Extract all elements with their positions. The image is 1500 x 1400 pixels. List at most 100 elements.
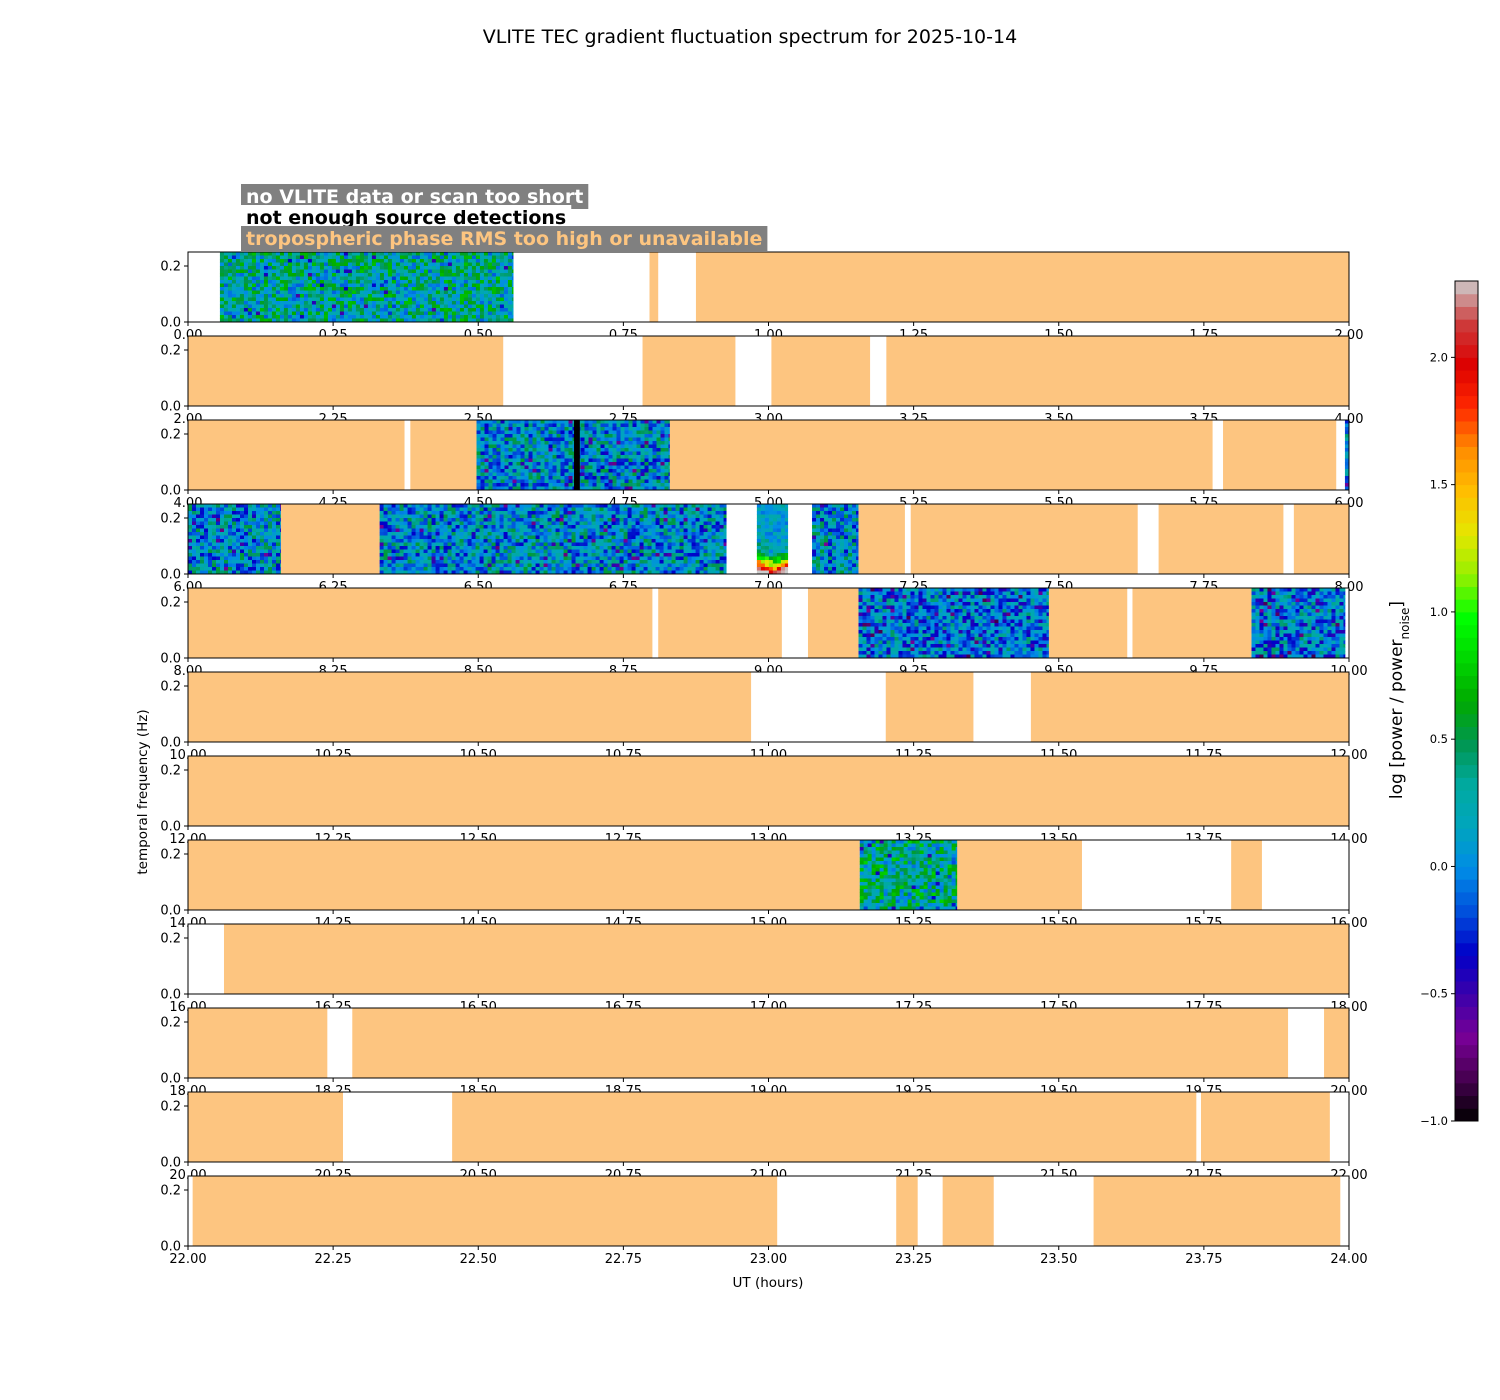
legend-text: tropospheric phase RMS too high or unava… xyxy=(246,228,762,250)
x-tick-label: 23.00 xyxy=(750,1252,787,1267)
tropo-flag-band xyxy=(188,672,752,742)
y-tick-label: 0.0 xyxy=(160,1240,181,1255)
y-tick-label: 0.0 xyxy=(160,820,181,835)
y-tick-label: 0.0 xyxy=(160,316,181,331)
panel-8: 0.00.216.00 16.25 16.50 16.75 17.00 17.25 17.5… xyxy=(160,923,1368,1015)
tropo-flag-band xyxy=(1158,504,1284,574)
colorbar-label-end: ] xyxy=(1387,601,1407,608)
tropo-flag-band xyxy=(695,252,1349,322)
tropo-flag-band xyxy=(1132,588,1252,658)
panel-0: 0.00.20.00 0.25 0.50 0.75 1.00 1.25 1.50 1.75 2.… xyxy=(160,251,1363,343)
x-tick-label: 22.50 xyxy=(460,1252,497,1267)
panel-1: 0.00.22.00 2.25 2.50 2.75 3.00 3.25 3.50 3.75 4.… xyxy=(160,335,1363,427)
colorbar-tick-label: 1.5 xyxy=(1430,478,1448,492)
x-tick-label: 22.25 xyxy=(315,1252,352,1267)
spectrum-block xyxy=(858,588,1050,659)
panel-stack: 0.00.20.00 0.25 0.50 0.75 1.00 1.25 1.50 1.75 2.… xyxy=(160,251,1368,1267)
y-tick-label: 0.0 xyxy=(160,484,181,499)
legend-entry: not enough source detections xyxy=(241,205,572,230)
legend-text: no VLITE data or scan too short xyxy=(246,186,583,208)
y-tick-label: 0.2 xyxy=(160,848,181,863)
tropo-flag-band xyxy=(410,420,477,490)
colorbar-label-main: log [power / power xyxy=(1387,639,1407,799)
y-tick-label: 0.0 xyxy=(160,1156,181,1171)
y-tick-label: 0.0 xyxy=(160,988,181,1003)
tropo-flag-band xyxy=(858,504,905,574)
spectrum-block xyxy=(188,504,282,575)
tropo-flag-band xyxy=(188,336,504,406)
y-tick-label: 0.2 xyxy=(160,932,181,947)
legend-box xyxy=(241,184,589,209)
y-tick-label: 0.2 xyxy=(160,1100,181,1115)
y-tick-label: 0.2 xyxy=(160,1016,181,1031)
y-tick-label: 0.2 xyxy=(160,512,181,527)
colorbar-label-subscript: noise xyxy=(1398,608,1412,640)
panel-3: 0.00.26.00 6.25 6.50 6.75 7.00 7.25 7.50 7.75 8.… xyxy=(160,503,1363,595)
x-axis-label: UT (hours) xyxy=(733,1275,804,1291)
tropo-flag-band xyxy=(188,840,860,910)
y-tick-label: 0.0 xyxy=(160,736,181,751)
y-tick-label: 0.0 xyxy=(160,1072,181,1087)
tropo-flag-band xyxy=(1223,420,1337,490)
legend-box xyxy=(241,205,572,230)
spectrum-block xyxy=(812,504,859,575)
y-tick-label: 0.2 xyxy=(160,344,181,359)
legend-entry: no VLITE data or scan too short xyxy=(241,184,589,209)
colorbar: −1.0 −0.5 0.0 0.5 1.0 1.5 2.0 xyxy=(1420,280,1479,1128)
tropo-flag-band xyxy=(885,672,974,742)
y-tick-label: 0.0 xyxy=(160,904,181,919)
colorbar-tick-label: 0.5 xyxy=(1430,732,1448,746)
tropo-flag-band xyxy=(188,1008,328,1078)
tropo-flag-band xyxy=(1093,1176,1341,1246)
panel-2: 0.00.24.00 4.25 4.50 4.75 5.00 5.25 5.50 5.75 6.… xyxy=(160,419,1363,511)
tropo-flag-band xyxy=(452,1092,1197,1162)
colorbar-tick-label: 2.0 xyxy=(1430,350,1448,364)
tropo-flag-band xyxy=(649,252,659,322)
tropo-flag-band xyxy=(192,1176,778,1246)
tropo-flag-band xyxy=(188,588,653,658)
panel-7: 0.00.214.00 14.25 14.50 14.75 15.00 15.25 15.5… xyxy=(160,839,1368,931)
detection-flag-band xyxy=(574,420,580,490)
y-tick-label: 0.2 xyxy=(160,428,181,443)
tropo-flag-band xyxy=(1048,588,1128,658)
tropo-flag-band xyxy=(280,504,380,574)
tropo-flag-band xyxy=(188,1092,343,1162)
spectrum-block xyxy=(379,504,727,575)
x-tick-label: 23.75 xyxy=(1185,1252,1222,1267)
x-tick-label: 23.25 xyxy=(895,1252,932,1267)
tropo-flag-band xyxy=(1200,1092,1330,1162)
panel-5: 0.00.210.00 10.25 10.50 10.75 11.00 11.25 11.5… xyxy=(160,671,1368,763)
x-tick-label: 24.00 xyxy=(1330,1252,1367,1267)
colorbar-tick-label: 1.0 xyxy=(1430,605,1448,619)
tropo-flag-band xyxy=(352,1008,1289,1078)
tropo-flag-band xyxy=(771,336,871,406)
spectrum-block xyxy=(476,420,671,491)
panel-4: 0.00.28.00 8.25 8.50 8.75 9.00 9.25 9.50 9.75 10… xyxy=(160,587,1368,679)
colorbar-label: log [power / powernoise] xyxy=(1387,601,1412,799)
tropo-flag-band xyxy=(807,588,859,658)
tropo-flag-band xyxy=(658,588,782,658)
spectrum-block xyxy=(219,252,514,323)
colorbar-frame xyxy=(1454,280,1479,1122)
colorbar-tick-label: 0.0 xyxy=(1430,859,1448,873)
spectrum-block xyxy=(1251,588,1346,659)
y-axis-label: temporal frequency (Hz) xyxy=(135,709,151,874)
y-tick-label: 0.0 xyxy=(160,652,181,667)
y-tick-label: 0.2 xyxy=(160,1184,181,1199)
legend-entry: tropospheric phase RMS too high or unava… xyxy=(241,226,768,251)
legend-box xyxy=(241,226,768,251)
colorbar-tick-label: −1.0 xyxy=(1420,1114,1448,1128)
spectrum-block xyxy=(859,840,958,911)
tropo-flag-band xyxy=(957,840,1082,910)
y-tick-label: 0.2 xyxy=(160,764,181,779)
y-tick-label: 0.2 xyxy=(160,596,181,611)
panel-11: 0.0 0.2 22.00 22.25 22.50 22.75 23.00 23.25 23.5… xyxy=(160,1175,1368,1267)
tropo-flag-band xyxy=(1030,672,1349,742)
tropo-flag-band xyxy=(642,336,736,406)
tropo-flag-band xyxy=(942,1176,994,1246)
y-tick-label: 0.2 xyxy=(160,680,181,695)
tropo-flag-band xyxy=(896,1176,918,1246)
panel-9: 0.00.218.00 18.25 18.50 18.75 19.00 19.25 19.5… xyxy=(160,1007,1368,1099)
tropo-flag-band xyxy=(188,756,1349,826)
